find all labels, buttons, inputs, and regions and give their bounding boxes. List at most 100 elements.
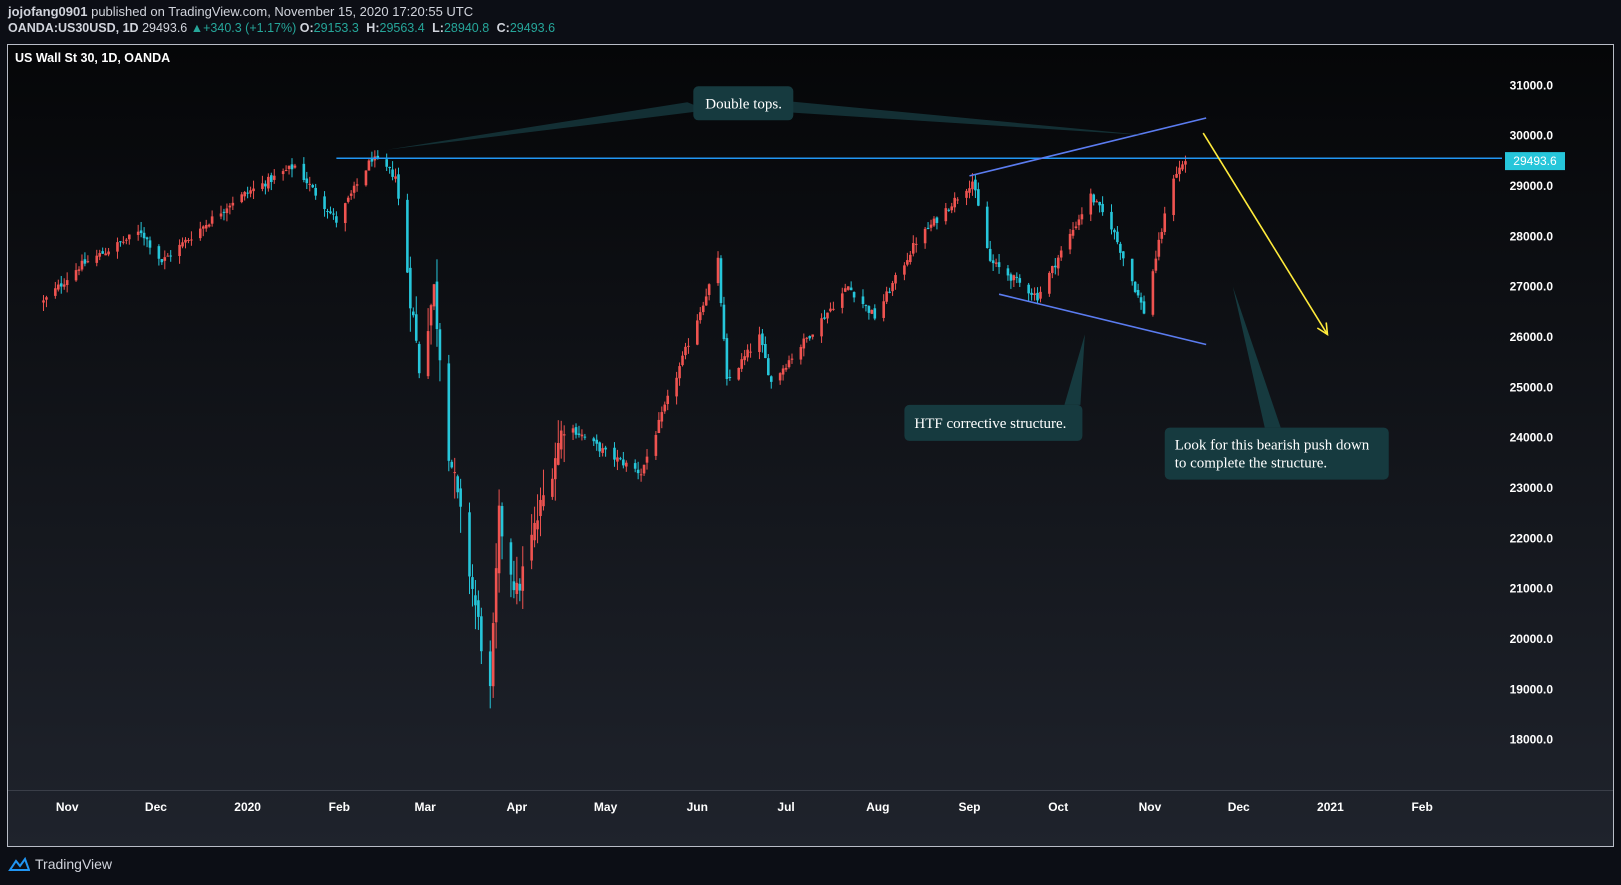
candle-body <box>65 280 69 286</box>
y-tick-label: 27000.0 <box>1510 280 1554 294</box>
candle-body <box>447 363 451 461</box>
candle-body <box>352 185 356 193</box>
candle-body <box>846 286 850 290</box>
callout-box <box>904 404 1083 441</box>
candle-body <box>737 367 741 380</box>
candle-body <box>1160 232 1164 239</box>
candle-body <box>488 651 492 687</box>
candle-body <box>1098 201 1101 206</box>
candle-body <box>1051 265 1054 274</box>
candle-body <box>574 427 578 435</box>
candle-body <box>642 464 646 474</box>
x-tick-label: Dec <box>145 800 167 814</box>
channel-trendline <box>998 293 1207 346</box>
y-tick-label: 18000.0 <box>1510 733 1554 747</box>
x-tick-label: Feb <box>329 800 350 814</box>
candle-body <box>272 175 276 180</box>
candle-body <box>784 367 788 370</box>
candle-body <box>127 234 131 240</box>
author-name[interactable]: jojofang0901 <box>8 4 88 19</box>
candle-body <box>346 197 350 202</box>
candle-body <box>54 288 57 296</box>
candle-body <box>343 203 347 224</box>
callout-pointer <box>1232 286 1281 428</box>
candle-body <box>201 226 205 229</box>
candle-body <box>932 218 936 226</box>
candle-body <box>852 292 856 298</box>
candle-body <box>870 309 874 314</box>
callout-text: Look for this bearish push down <box>1175 438 1370 454</box>
candle-body <box>497 505 501 574</box>
candle-body <box>219 213 223 217</box>
candle-body <box>625 462 628 467</box>
callout-box <box>693 86 794 121</box>
candle-body <box>926 227 930 230</box>
candle-body <box>873 308 877 319</box>
y-tick-label: 21000.0 <box>1510 582 1554 596</box>
candle-body <box>207 224 211 227</box>
candle-body <box>222 211 226 213</box>
candle-body <box>1006 268 1010 276</box>
publish-info: published on TradingView.com, November 1… <box>91 4 474 19</box>
candle-body <box>533 522 536 541</box>
candle-body <box>799 347 803 360</box>
candle-body <box>994 262 998 264</box>
x-tick-label: Jul <box>777 800 794 814</box>
brand-footer[interactable]: TradingView <box>8 856 112 872</box>
candle-body <box>1009 274 1013 281</box>
candle-body <box>1074 226 1078 228</box>
candle-body <box>559 430 563 450</box>
candle-body <box>59 283 63 287</box>
candle-body <box>988 248 992 261</box>
candle-body <box>1113 229 1116 233</box>
candle-body <box>335 216 338 223</box>
candle-body <box>539 499 542 517</box>
price-chart[interactable]: US Wall St 30, 1D, OANDA 31000.0 30000.0 29… <box>8 45 1613 846</box>
candle-body <box>184 239 187 243</box>
candle-body <box>1178 167 1181 175</box>
symbol-label[interactable]: OANDA:US30USD, 1D <box>8 21 139 35</box>
candle-body <box>681 355 684 366</box>
candle-body <box>657 419 661 434</box>
candle-body <box>923 228 927 244</box>
candle-body <box>767 358 770 376</box>
candle-body <box>181 242 184 247</box>
candle-body <box>571 428 575 433</box>
candle-body <box>243 192 246 197</box>
candle-body <box>722 304 726 340</box>
candle-body <box>894 275 897 284</box>
candle-body <box>1053 265 1057 268</box>
candles-group <box>42 150 1187 709</box>
candle-body <box>332 213 335 215</box>
close-value: 29493.6 <box>509 21 556 35</box>
candle-body <box>1039 291 1042 299</box>
candle-body <box>832 308 835 310</box>
candle-body <box>885 291 888 302</box>
candle-body <box>1101 203 1104 213</box>
candle-body <box>480 616 483 652</box>
candle-body <box>1068 233 1072 250</box>
y-tick-label: 23000.0 <box>1510 481 1554 495</box>
candle-body <box>829 308 832 312</box>
candle-body <box>1184 161 1187 165</box>
x-tick-label: Oct <box>1048 800 1068 814</box>
candle-body <box>388 166 391 169</box>
candle-body <box>281 171 285 175</box>
candle-body <box>139 230 143 234</box>
candle-body <box>145 237 149 240</box>
candle-body <box>477 600 480 617</box>
candle-body <box>136 231 140 235</box>
up-triangle-icon: ▲ <box>190 21 204 35</box>
candle-body <box>86 261 90 263</box>
candle-body <box>1033 293 1036 295</box>
channel-trendline <box>969 117 1207 177</box>
candle-body <box>104 253 107 256</box>
y-tick-label: 31000.0 <box>1510 78 1554 92</box>
candle-body <box>456 476 459 493</box>
candle-body <box>1163 213 1167 232</box>
candle-body <box>267 176 270 189</box>
candle-body <box>805 337 809 339</box>
candle-body <box>1018 278 1022 283</box>
candle-body <box>749 351 752 353</box>
candle-body <box>157 246 161 259</box>
